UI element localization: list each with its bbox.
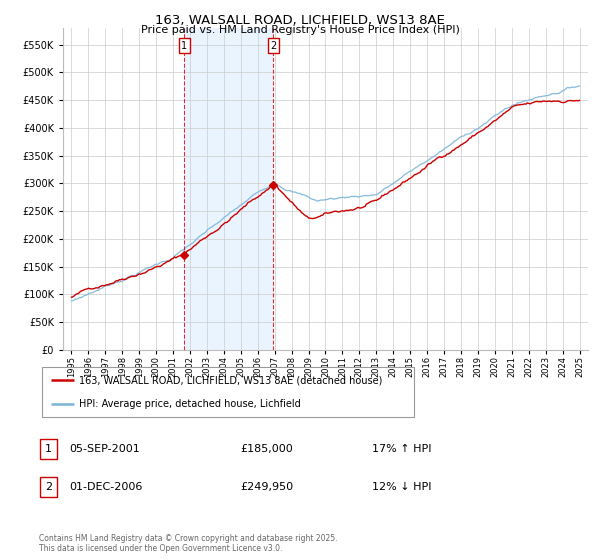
Text: 12% ↓ HPI: 12% ↓ HPI [372, 482, 431, 492]
Text: 05-SEP-2001: 05-SEP-2001 [69, 444, 140, 454]
Text: £249,950: £249,950 [240, 482, 293, 492]
Text: HPI: Average price, detached house, Lichfield: HPI: Average price, detached house, Lich… [79, 399, 301, 409]
Text: 2: 2 [270, 41, 277, 51]
Text: 1: 1 [181, 41, 187, 51]
Text: £185,000: £185,000 [240, 444, 293, 454]
Bar [184, 28, 274, 350]
Text: 1: 1 [45, 444, 52, 454]
Text: Contains HM Land Registry data © Crown copyright and database right 2025.
This d: Contains HM Land Registry data © Crown c… [39, 534, 337, 553]
Text: 163, WALSALL ROAD, LICHFIELD, WS13 8AE (detached house): 163, WALSALL ROAD, LICHFIELD, WS13 8AE (… [79, 375, 383, 385]
Text: 2: 2 [45, 482, 52, 492]
Text: 17% ↑ HPI: 17% ↑ HPI [372, 444, 431, 454]
Text: 163, WALSALL ROAD, LICHFIELD, WS13 8AE: 163, WALSALL ROAD, LICHFIELD, WS13 8AE [155, 14, 445, 27]
Text: 01-DEC-2006: 01-DEC-2006 [69, 482, 142, 492]
Text: Price paid vs. HM Land Registry's House Price Index (HPI): Price paid vs. HM Land Registry's House … [140, 25, 460, 35]
